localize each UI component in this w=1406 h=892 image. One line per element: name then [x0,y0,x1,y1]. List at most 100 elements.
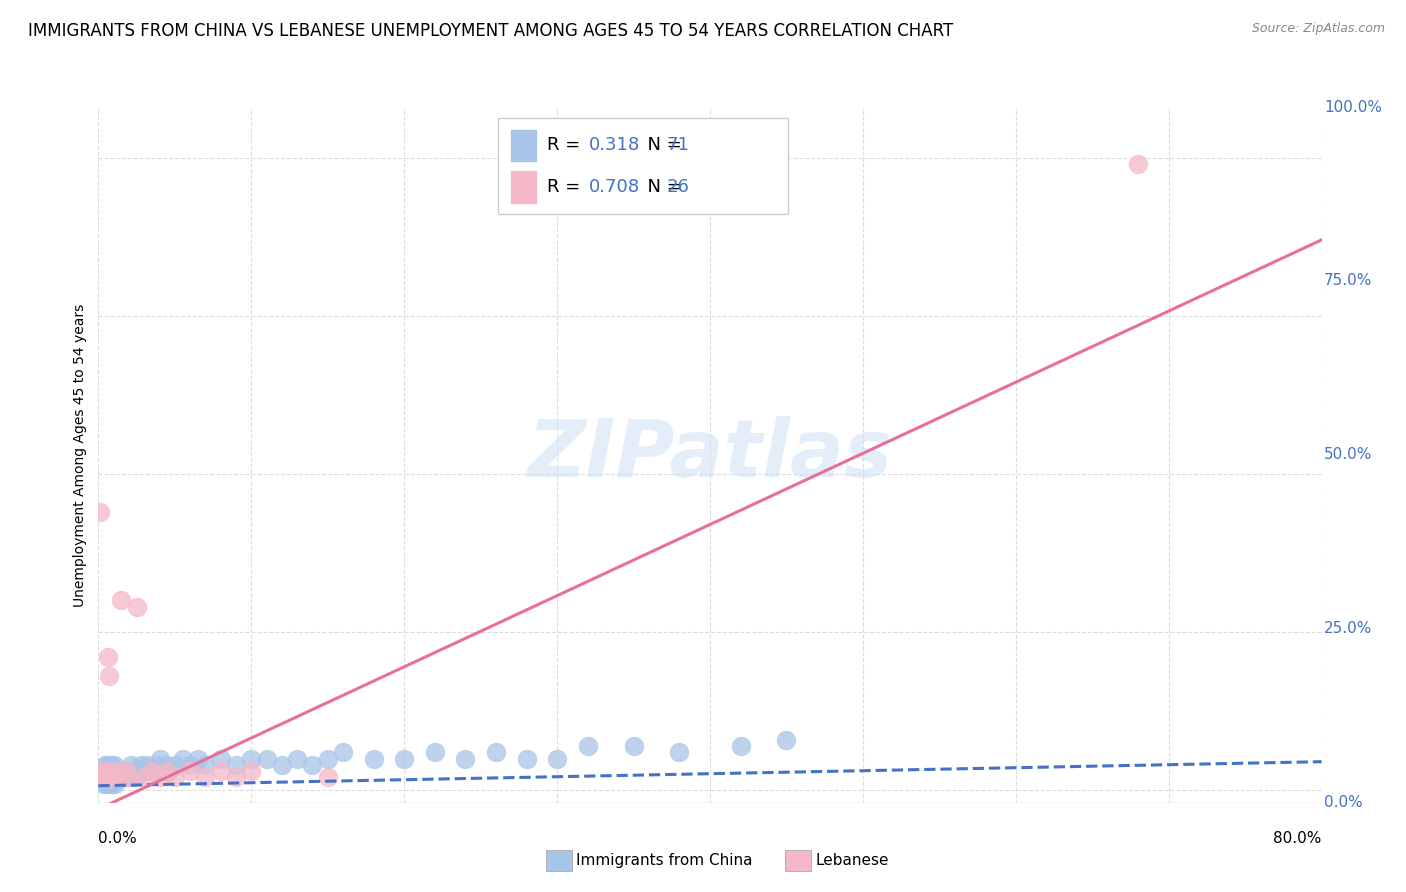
Point [118,771,141,785]
Point [363,751,385,765]
Point [108,771,131,785]
Point [110,764,132,779]
Point [516,751,538,765]
Point [149,751,172,765]
Point [423,745,446,759]
Point [98,669,121,683]
Point [194,757,217,772]
Point [120,757,142,772]
Point [93,757,115,772]
Point [115,764,138,779]
Point [100,771,122,785]
Point [301,757,323,772]
Point [172,751,194,765]
Point [209,751,232,765]
Text: IMMIGRANTS FROM CHINA VS LEBANESE UNEMPLOYMENT AMONG AGES 45 TO 54 YEARS CORRELA: IMMIGRANTS FROM CHINA VS LEBANESE UNEMPL… [28,22,953,40]
Point [122,764,145,779]
Point [454,751,477,765]
Point [94,777,117,791]
Point [225,771,247,785]
Point [145,757,167,772]
Point [392,751,416,765]
Point [118,771,141,785]
Point [187,751,209,765]
Point [485,745,508,759]
Point [115,771,138,785]
Point [142,764,165,779]
Text: 80.0%: 80.0% [1274,830,1322,846]
Point [134,771,156,785]
Point [730,739,752,753]
Point [546,751,568,765]
Point [316,751,339,765]
Point [163,771,186,785]
Point [139,764,162,779]
Text: 75.0%: 75.0% [1324,274,1372,288]
Text: Lebanese: Lebanese [815,854,889,868]
Text: ZIPatlas: ZIPatlas [527,416,893,494]
Point [112,764,135,779]
Text: 26: 26 [666,178,689,196]
Point [90,764,112,779]
Point [128,764,150,779]
Point [94,764,117,779]
Text: N =: N = [636,178,688,196]
Point [103,771,125,785]
Text: 0.0%: 0.0% [1324,796,1362,810]
Point [270,757,292,772]
Point [156,764,179,779]
Point [100,771,122,785]
Point [163,757,186,772]
Text: 0.318: 0.318 [589,136,641,154]
Point [103,757,125,772]
Point [155,757,177,772]
Point [98,777,121,791]
Point [157,764,180,779]
Text: R =: R = [547,178,586,196]
Point [1128,157,1150,171]
Point [90,771,112,785]
Point [775,732,797,747]
Point [104,777,127,791]
Point [93,771,115,785]
Point [124,771,146,785]
Text: Immigrants from China: Immigrants from China [576,854,754,868]
Point [194,771,217,785]
Point [97,771,120,785]
Y-axis label: Unemployment Among Ages 45 to 54 years: Unemployment Among Ages 45 to 54 years [73,303,87,607]
Point [91,764,114,779]
Point [576,739,599,753]
Point [134,764,156,779]
Text: 0.708: 0.708 [589,178,640,196]
Point [129,757,152,772]
Text: 25.0%: 25.0% [1324,622,1372,636]
Point [332,745,354,759]
Text: 50.0%: 50.0% [1324,448,1372,462]
Point [110,593,132,607]
Point [209,764,232,779]
Point [93,771,115,785]
Point [256,751,278,765]
Point [623,739,645,753]
Point [179,764,201,779]
Point [125,599,148,614]
Text: R =: R = [547,136,586,154]
Point [105,764,128,779]
Point [91,771,114,785]
Point [101,764,124,779]
Point [97,650,120,665]
Text: Source: ZipAtlas.com: Source: ZipAtlas.com [1251,22,1385,36]
Point [89,764,111,779]
Text: 0.0%: 0.0% [98,830,138,846]
Text: N =: N = [636,136,688,154]
Point [316,771,339,785]
Point [149,771,172,785]
Point [101,777,124,791]
Point [97,757,120,772]
Point [121,771,143,785]
Point [141,764,163,779]
Text: 71: 71 [666,136,689,154]
Point [668,745,690,759]
Point [240,751,263,765]
Point [104,764,127,779]
